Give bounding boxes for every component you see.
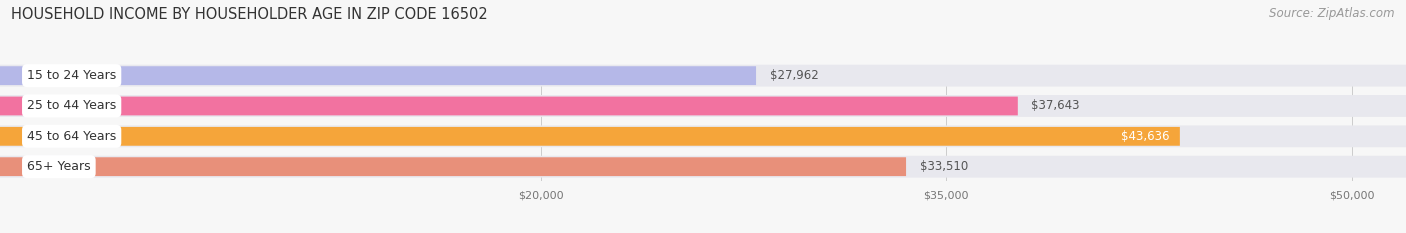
Text: 15 to 24 Years: 15 to 24 Years	[27, 69, 117, 82]
Text: 45 to 64 Years: 45 to 64 Years	[27, 130, 117, 143]
FancyBboxPatch shape	[0, 127, 1180, 146]
FancyBboxPatch shape	[0, 66, 756, 85]
Text: 65+ Years: 65+ Years	[27, 160, 90, 173]
FancyBboxPatch shape	[0, 97, 1018, 115]
FancyBboxPatch shape	[0, 95, 1406, 117]
Text: $37,643: $37,643	[1032, 99, 1080, 113]
FancyBboxPatch shape	[0, 65, 1406, 87]
Text: $33,510: $33,510	[920, 160, 967, 173]
Text: Source: ZipAtlas.com: Source: ZipAtlas.com	[1270, 7, 1395, 20]
FancyBboxPatch shape	[0, 125, 1406, 147]
Text: HOUSEHOLD INCOME BY HOUSEHOLDER AGE IN ZIP CODE 16502: HOUSEHOLD INCOME BY HOUSEHOLDER AGE IN Z…	[11, 7, 488, 22]
Text: 25 to 44 Years: 25 to 44 Years	[27, 99, 117, 113]
Text: $27,962: $27,962	[769, 69, 818, 82]
Text: $43,636: $43,636	[1121, 130, 1168, 143]
FancyBboxPatch shape	[0, 157, 905, 176]
FancyBboxPatch shape	[0, 156, 1406, 178]
